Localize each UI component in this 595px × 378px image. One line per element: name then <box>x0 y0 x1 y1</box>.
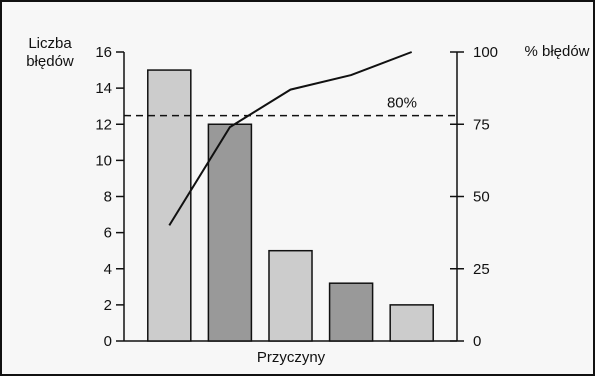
x-axis-title: Przyczyny <box>257 349 326 366</box>
y-right-tick-label: 75 <box>473 116 490 133</box>
y-right-tick-label: 100 <box>473 44 498 61</box>
y-left-title-line2: błędów <box>26 53 74 70</box>
reference-line-label: 80% <box>387 95 417 112</box>
bar-1 <box>147 69 192 342</box>
bar-3 <box>268 249 313 342</box>
y-left-tick-label: 12 <box>95 116 112 133</box>
y-right-tick-label: 25 <box>473 261 490 278</box>
y-left-tick-label: 6 <box>104 225 112 242</box>
bar-4 <box>328 282 374 342</box>
bar-5 <box>389 304 434 342</box>
y-left-tick-label: 16 <box>95 44 112 61</box>
y-left-tick-label: 2 <box>104 297 112 314</box>
y-left-tick-label: 14 <box>95 80 112 97</box>
y-left-tick-label: 10 <box>95 152 112 169</box>
y-left-tick-label: 0 <box>104 333 112 350</box>
y-left-tick-label: 4 <box>104 261 112 278</box>
y-right-tick-label: 50 <box>473 189 490 206</box>
y-right-title: % błędów <box>524 43 589 60</box>
cumulative-line <box>168 51 413 226</box>
y-left-tick-label: 8 <box>104 189 112 206</box>
bar-2 <box>207 123 253 342</box>
y-right-tick-label: 0 <box>473 333 481 350</box>
y-left-title-line1: Liczba <box>28 35 72 52</box>
